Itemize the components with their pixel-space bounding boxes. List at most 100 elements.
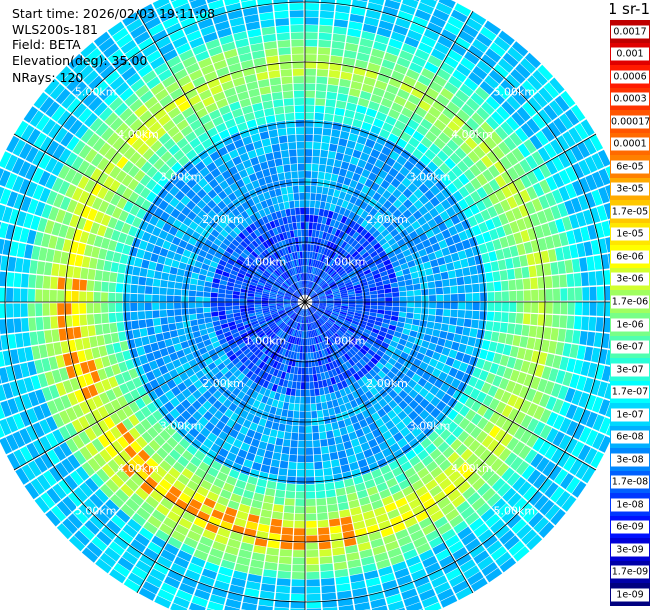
beta-cell — [590, 379, 601, 396]
beta-cell — [99, 392, 110, 405]
beta-cell — [69, 214, 80, 228]
beta-cell — [357, 458, 368, 468]
beta-cell — [339, 270, 346, 277]
beta-cell — [81, 462, 95, 477]
beta-cell — [118, 142, 131, 155]
beta-cell — [212, 195, 222, 205]
beta-cell — [317, 512, 328, 521]
beta-cell — [264, 327, 271, 334]
beta-cell — [479, 311, 487, 321]
beta-cell — [318, 534, 331, 543]
beta-cell — [125, 498, 140, 512]
beta-cell — [295, 330, 299, 338]
beta-cell — [219, 34, 234, 45]
beta-cell — [294, 105, 304, 113]
beta-cell — [305, 244, 308, 251]
beta-cell — [284, 325, 290, 333]
beta-cell — [214, 224, 224, 233]
beta-cell — [537, 109, 552, 125]
beta-cell — [511, 147, 525, 162]
beta-cell — [285, 387, 292, 396]
beta-cell — [133, 58, 149, 72]
beta-cell — [116, 197, 128, 210]
beta-cell — [140, 462, 154, 476]
beta-cell — [315, 286, 321, 293]
beta-cell — [272, 227, 279, 236]
beta-cell — [526, 433, 539, 448]
beta-cell — [186, 405, 197, 416]
beta-cell — [305, 185, 311, 193]
beta-cell — [37, 373, 48, 388]
beta-cell — [329, 282, 337, 288]
beta-cell — [102, 323, 111, 334]
beta-cell — [289, 277, 294, 284]
beta-cell — [555, 490, 571, 508]
beta-cell — [355, 269, 363, 276]
beta-cell — [115, 488, 129, 503]
beta-cell — [174, 302, 181, 309]
beta-cell — [207, 199, 217, 209]
beta-cell — [171, 260, 180, 268]
beta-cell — [473, 523, 489, 538]
beta-cell — [357, 97, 370, 108]
beta-cell — [342, 57, 356, 66]
beta-cell — [125, 265, 134, 275]
beta-cell — [337, 450, 347, 459]
beta-cell — [465, 538, 481, 552]
beta-cell — [452, 580, 470, 594]
beta-cell — [159, 460, 172, 472]
beta-cell — [226, 313, 234, 319]
beta-cell — [481, 435, 494, 448]
beta-cell — [297, 462, 305, 470]
beta-cell — [214, 371, 224, 380]
beta-cell — [383, 394, 393, 404]
beta-cell — [236, 223, 245, 232]
beta-cell — [203, 312, 212, 318]
beta-cell — [373, 402, 382, 412]
beta-cell — [156, 447, 169, 459]
beta-cell — [27, 460, 42, 477]
beta-cell — [263, 191, 271, 200]
beta-cell — [345, 485, 356, 495]
beta-cell — [370, 357, 379, 365]
beta-cell — [286, 365, 292, 373]
beta-cell — [196, 291, 204, 297]
beta-cell — [315, 245, 320, 253]
beta-cell — [273, 252, 280, 260]
beta-cell — [279, 331, 286, 339]
beta-cell — [201, 64, 215, 76]
beta-cell — [137, 3, 155, 18]
beta-cell — [118, 530, 134, 544]
beta-cell — [298, 171, 305, 178]
beta-cell — [532, 167, 545, 182]
beta-cell — [150, 82, 165, 96]
beta-cell — [178, 100, 191, 113]
beta-cell — [152, 171, 164, 183]
beta-cell — [344, 417, 352, 427]
beta-cell — [103, 333, 113, 345]
beta-cell — [313, 284, 318, 291]
beta-cell — [392, 522, 406, 533]
beta-cell — [465, 98, 480, 112]
beta-cell — [331, 235, 338, 244]
beta-cell — [462, 24, 479, 38]
beta-cell — [262, 168, 271, 177]
beta-cell — [155, 333, 164, 342]
beta-cell — [311, 315, 315, 322]
beta-cell — [480, 302, 488, 311]
beta-cell — [332, 253, 339, 261]
beta-cell — [275, 18, 289, 26]
beta-cell — [381, 242, 391, 250]
beta-cell — [276, 299, 284, 301]
beta-cell — [237, 91, 250, 101]
beta-cell — [105, 203, 116, 216]
beta-cell — [210, 229, 220, 238]
beta-cell — [341, 274, 349, 280]
beta-cell — [429, 196, 440, 207]
beta-cell — [346, 102, 357, 112]
beta-cell — [438, 132, 451, 144]
beta-cell — [291, 336, 296, 344]
beta-cell — [174, 443, 186, 455]
beta-cell — [200, 504, 213, 516]
beta-cell — [290, 285, 296, 292]
